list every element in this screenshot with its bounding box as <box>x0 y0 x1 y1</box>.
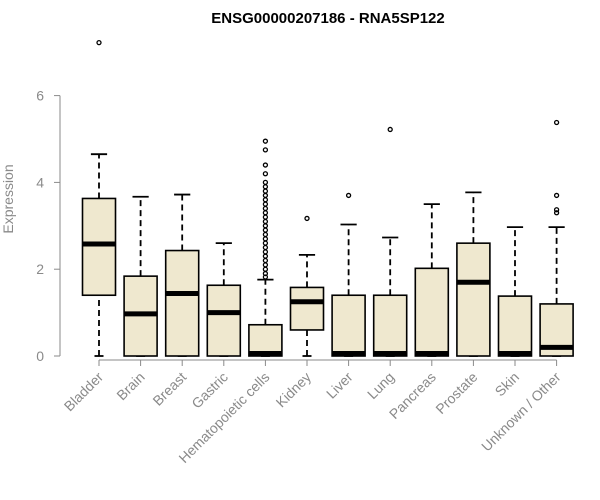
x-tick-label: Liver <box>323 369 356 402</box>
y-tick-label: 4 <box>36 174 44 190</box>
outlier-point <box>262 171 269 177</box>
outlier-point <box>262 201 269 207</box>
outlier-point <box>262 218 269 225</box>
outlier-point <box>262 257 269 264</box>
outlier-point <box>262 236 269 242</box>
box-group <box>372 126 408 357</box>
outlier-point <box>262 262 269 268</box>
outlier-point <box>96 40 102 46</box>
x-tick-label: Prostate <box>432 369 480 417</box>
box-group <box>414 203 450 357</box>
outlier-point <box>262 244 269 251</box>
x-tick-label: Breast <box>149 369 189 409</box>
outlier-point <box>345 192 352 199</box>
chart-title: ENSG00000207186 - RNA5SP122 <box>211 10 444 27</box>
box-group <box>248 138 283 357</box>
outlier-point <box>262 214 269 220</box>
box-group <box>539 119 574 357</box>
outlier-point <box>262 231 269 238</box>
box-group <box>206 242 242 357</box>
plot-area <box>81 40 574 357</box>
box-group <box>331 192 366 357</box>
box-group <box>164 193 200 357</box>
outlier-point <box>262 192 269 199</box>
outlier-point <box>553 207 560 213</box>
box <box>289 286 325 331</box>
outlier-point <box>262 197 269 203</box>
y-axis-label: Expression <box>0 164 16 233</box>
outlier-point <box>553 192 560 199</box>
y-tick-label: 0 <box>36 348 44 364</box>
x-tick-label: Brain <box>113 369 147 403</box>
outlier-point <box>262 210 269 216</box>
x-tick-label: Bladder <box>61 369 107 415</box>
box <box>331 294 366 357</box>
outlier-point <box>262 138 269 144</box>
box <box>81 197 117 297</box>
x-tick-label: Lung <box>364 369 397 402</box>
box-group <box>81 40 117 357</box>
box <box>372 294 408 357</box>
box <box>414 267 450 357</box>
box <box>497 295 533 357</box>
outlier-point <box>262 162 269 168</box>
y-axis: 0 2 4 6 <box>36 88 61 364</box>
outlier-point <box>262 266 269 272</box>
outlier-point <box>553 210 560 216</box>
box-group <box>497 226 533 357</box>
box-group <box>289 215 325 357</box>
outlier-point <box>262 205 269 212</box>
outlier-point <box>387 126 393 133</box>
outlier-point <box>553 119 560 126</box>
outlier-point <box>262 147 269 153</box>
outlier-point <box>262 253 269 259</box>
box <box>456 242 491 357</box>
y-tick-label: 6 <box>36 88 44 104</box>
outlier-point <box>262 223 269 229</box>
outlier-point <box>262 227 269 233</box>
box <box>164 249 200 357</box>
box-group <box>123 195 158 357</box>
outlier-point <box>304 215 310 222</box>
outlier-point <box>262 188 269 194</box>
outlier-point <box>262 270 269 277</box>
box-group <box>456 191 491 357</box>
x-tick-label: Skin <box>492 369 523 400</box>
x-tick-label: Unknown / Other <box>478 369 564 455</box>
x-tick-label: Kidney <box>273 369 315 411</box>
outlier-point <box>262 184 269 190</box>
box <box>206 284 242 357</box>
outlier-point <box>262 240 269 246</box>
y-tick-label: 2 <box>36 261 44 277</box>
outlier-point <box>262 179 269 186</box>
outlier-point <box>262 249 269 255</box>
